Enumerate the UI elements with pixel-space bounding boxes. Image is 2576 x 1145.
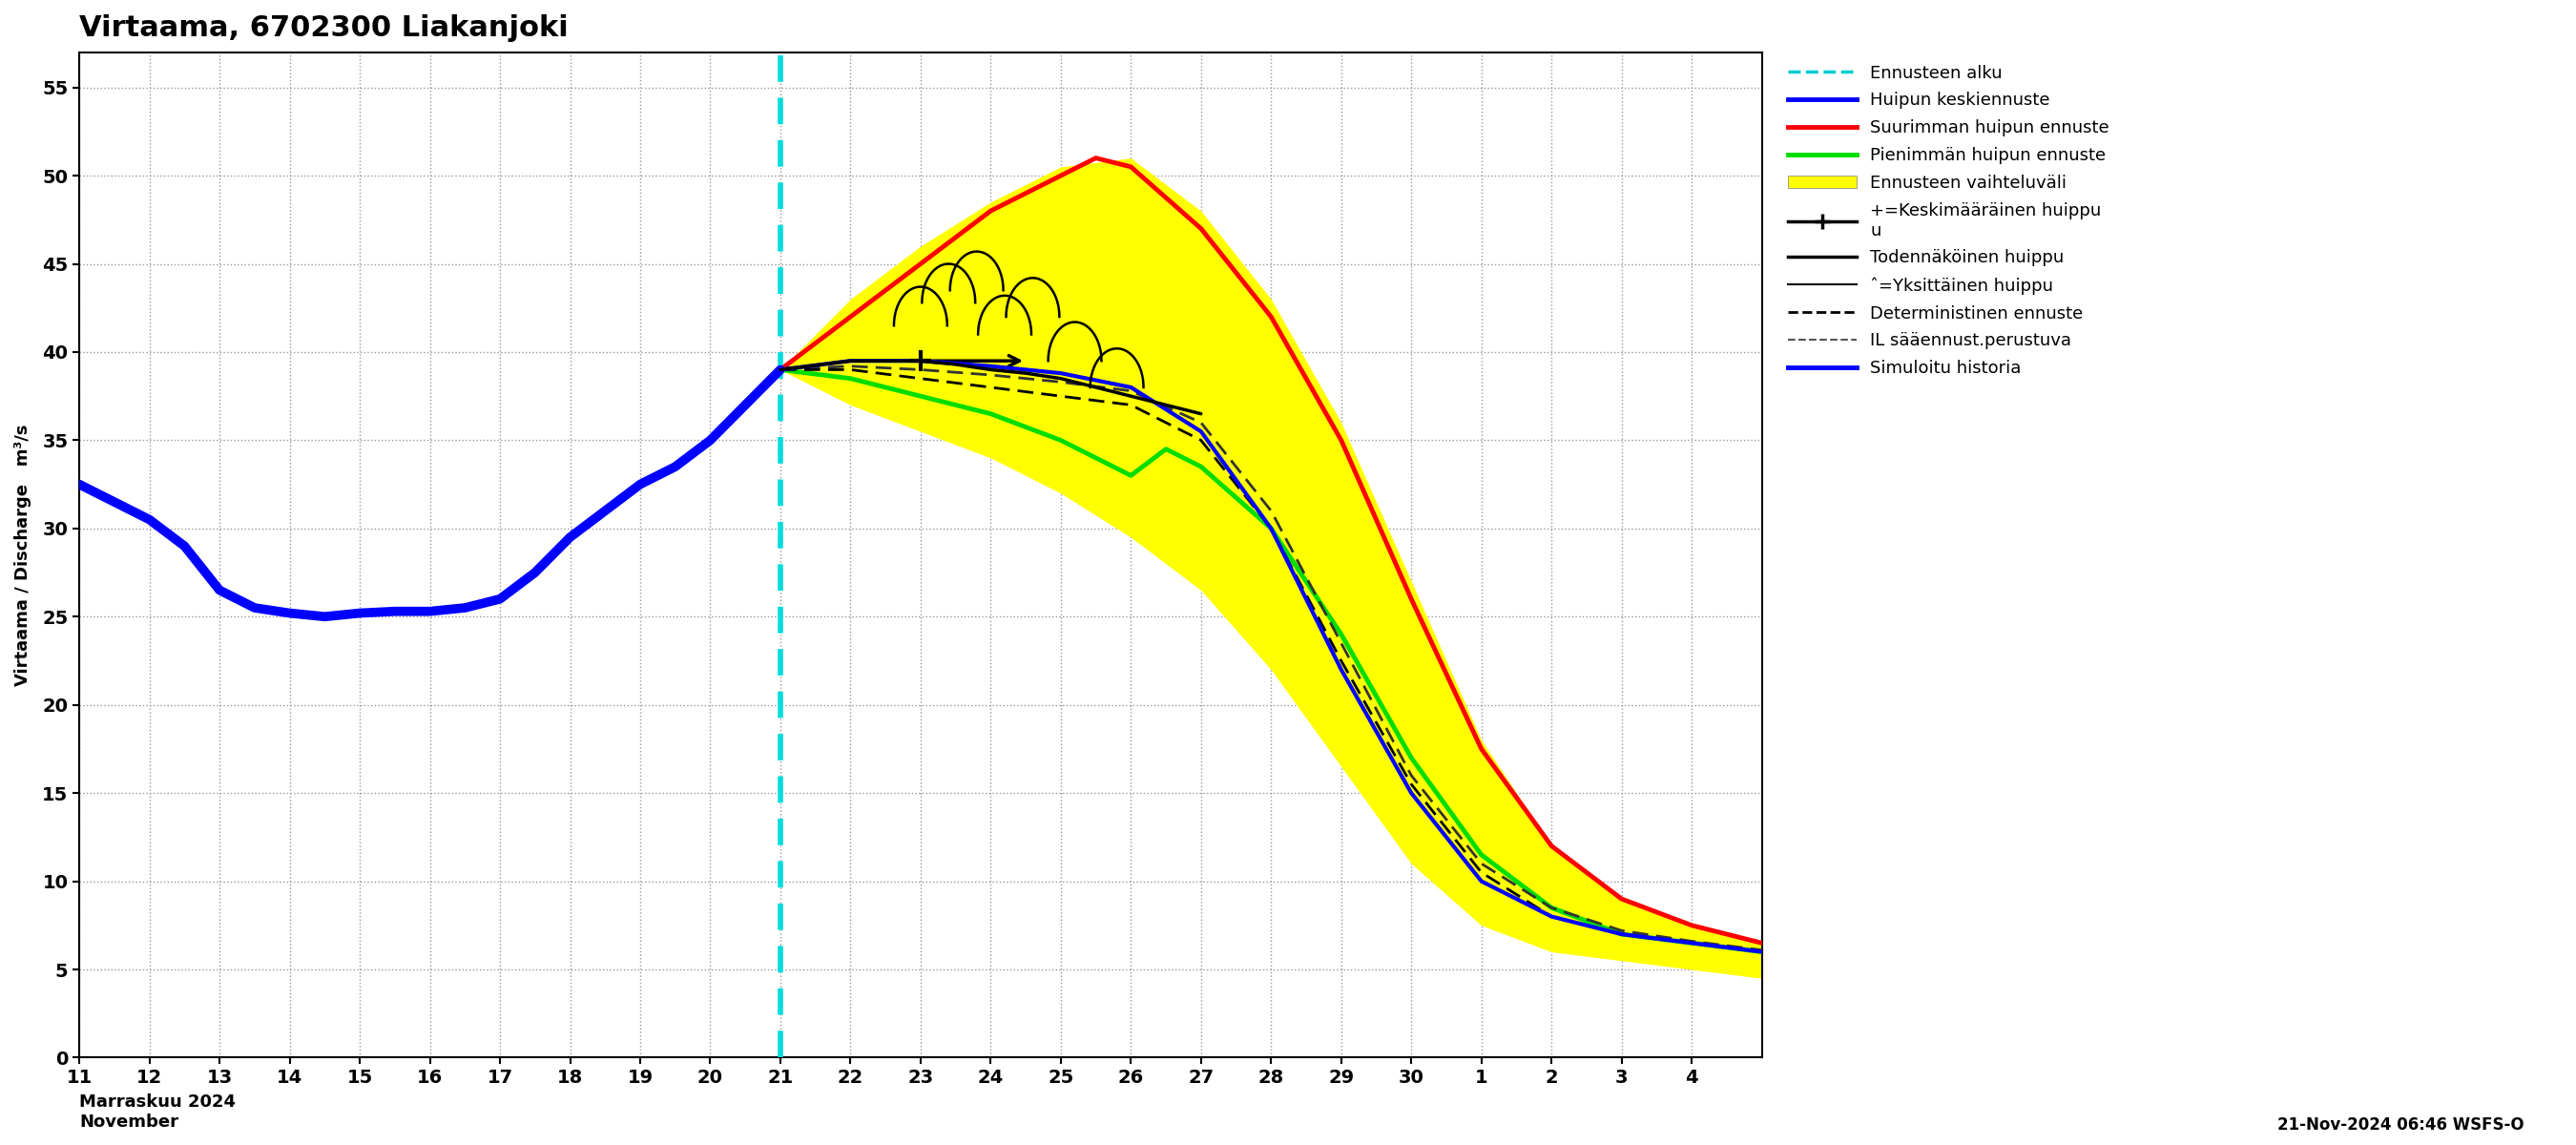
Text: 21-Nov-2024 06:46 WSFS-O: 21-Nov-2024 06:46 WSFS-O [2277,1116,2524,1134]
X-axis label: Marraskuu 2024
November: Marraskuu 2024 November [80,1093,237,1131]
Y-axis label: Virtaama / Discharge   m³/s: Virtaama / Discharge m³/s [15,424,31,686]
Legend: Ennusteen alku, Huipun keskiennuste, Suurimman huipun ennuste, Pienimmän huipun : Ennusteen alku, Huipun keskiennuste, Suu… [1775,50,2123,390]
Text: Virtaama, 6702300 Liakanjoki: Virtaama, 6702300 Liakanjoki [80,14,569,42]
